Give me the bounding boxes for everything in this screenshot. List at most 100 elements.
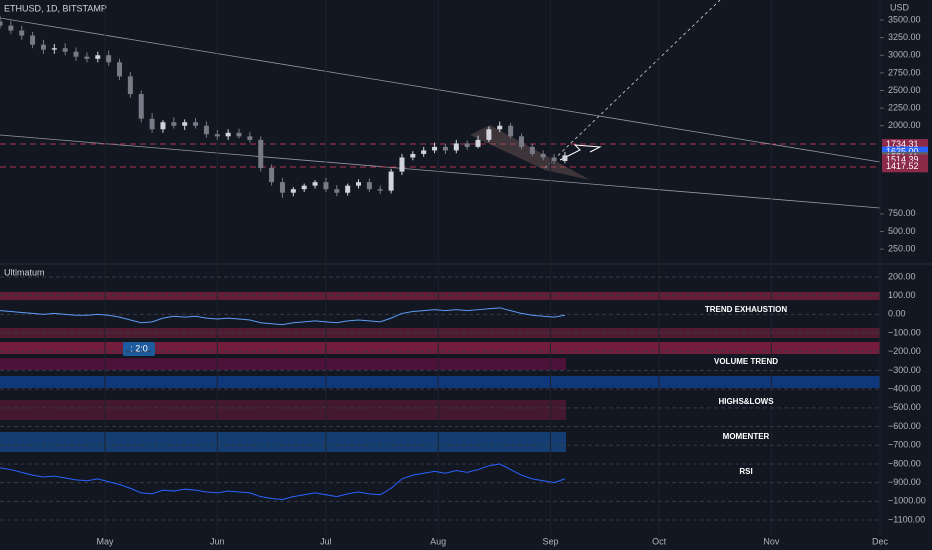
candle-body: [508, 125, 514, 137]
candle-body: [182, 122, 188, 126]
candle-body: [410, 153, 416, 158]
y-tick-label: −200.00: [888, 346, 921, 356]
price-badge-label: 1625.00: [886, 147, 919, 157]
candle-body: [247, 136, 253, 140]
candle-body: [258, 139, 264, 169]
arrow: [559, 144, 602, 161]
candle-body: [421, 150, 427, 154]
candle-body: [388, 171, 394, 191]
candle-body: [149, 118, 155, 130]
candle-body: [30, 35, 36, 45]
y-tick-label: −400.00: [888, 384, 921, 394]
candle-body: [214, 134, 220, 137]
candle-body: [138, 94, 144, 119]
candle-body: [432, 146, 438, 151]
y-tick-label: 0.00: [888, 309, 906, 319]
candle-body: [323, 182, 329, 190]
candle-body: [84, 56, 90, 59]
candle-body: [279, 182, 285, 193]
candle-body: [366, 182, 372, 190]
trend-line: [0, 17, 881, 163]
price-badge: [882, 138, 928, 150]
price-badge: [882, 154, 928, 166]
x-tick-label: May: [97, 536, 115, 546]
panel-title: RSI: [739, 467, 752, 476]
symbol-title: ETHUSD, 1D, BITSTAMP: [4, 3, 107, 13]
price-badge-label: 1514.39: [886, 154, 919, 164]
x-tick-label: Nov: [763, 536, 780, 546]
x-tick-label: Jul: [320, 536, 332, 546]
y-tick-label: 750.00: [888, 208, 916, 218]
band: [0, 328, 880, 338]
currency: USD: [890, 2, 910, 12]
band: [0, 376, 880, 388]
y-tick-label: −800.00: [888, 458, 921, 468]
candle-body: [19, 30, 25, 36]
candle-body: [203, 125, 209, 135]
x-tick-label: Aug: [430, 536, 446, 546]
candle-body: [475, 139, 481, 147]
band: [0, 342, 880, 354]
candle-body: [290, 189, 296, 193]
candle-body: [269, 168, 275, 183]
band: [0, 400, 566, 420]
candle-body: [73, 51, 79, 57]
candle-body: [453, 143, 459, 151]
y-tick-label: −1100.00: [888, 514, 925, 524]
y-tick-label: −600.00: [888, 421, 921, 431]
y-tick-label: 200.00: [888, 271, 916, 281]
candle-body: [345, 185, 351, 193]
candle-body: [95, 55, 101, 59]
candle-body: [551, 157, 557, 162]
candle-body: [518, 136, 524, 147]
candle-body: [171, 122, 177, 126]
y-tick-label: −100.00: [888, 327, 921, 337]
x-tick-label: Dec: [872, 536, 889, 546]
panel-title: HIGHS&LOWS: [718, 397, 774, 406]
x-tick-label: Oct: [652, 536, 667, 546]
price-badge-label: 1417.52: [886, 161, 919, 171]
candle-body: [356, 182, 362, 186]
candle-body: [334, 189, 340, 193]
panel-title: VOLUME TREND: [714, 357, 778, 366]
candle-body: [540, 153, 546, 158]
candle-body: [40, 44, 46, 50]
candle-body: [117, 62, 123, 77]
y-tick-label: −500.00: [888, 402, 921, 412]
candle-body: [236, 132, 242, 137]
candle-body: [464, 143, 470, 147]
candle-body: [312, 182, 318, 186]
indicator-line: [0, 463, 566, 500]
candle-body: [225, 132, 231, 137]
y-tick-label: 2750.00: [888, 67, 921, 77]
y-tick-label: −300.00: [888, 365, 921, 375]
badge-bg: [123, 342, 155, 356]
y-tick-label: 500.00: [888, 226, 916, 236]
band: [0, 292, 880, 300]
candle-body: [127, 76, 133, 95]
projection-line: [544, 0, 721, 169]
band: [0, 358, 566, 370]
candle-body: [486, 129, 492, 140]
candle-body: [529, 146, 535, 154]
candle-body: [0, 21, 3, 26]
candle-body: [51, 48, 57, 50]
y-tick-label: 3500.00: [888, 14, 921, 24]
y-tick-label: 2000.00: [888, 120, 921, 130]
trend-line: [0, 134, 881, 209]
price-badge: [882, 161, 928, 173]
indicator-title: Ultimatum: [4, 267, 45, 277]
candle-body: [562, 155, 568, 162]
indicator-line: [0, 307, 566, 326]
x-tick-label: Jun: [210, 536, 225, 546]
y-tick-label: 2250.00: [888, 103, 921, 113]
candle-body: [106, 55, 112, 63]
panel-title: TREND EXHAUSTION: [705, 305, 787, 314]
y-tick-label: −700.00: [888, 440, 921, 450]
y-tick-label: −900.00: [888, 477, 921, 487]
y-tick-label: 3000.00: [888, 50, 921, 60]
panel-title: MOMENTER: [723, 432, 770, 441]
candle-body: [399, 157, 405, 172]
